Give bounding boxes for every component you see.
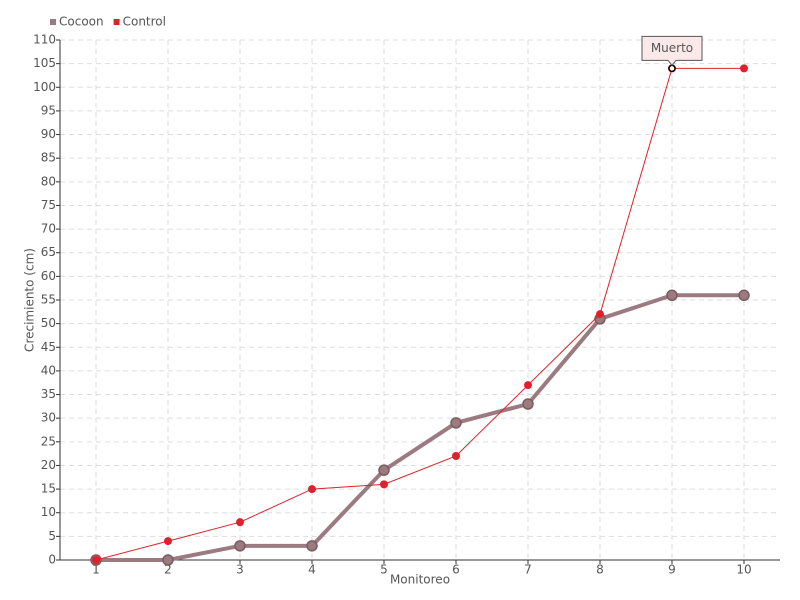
y-tick-label: 45 xyxy=(41,340,56,354)
data-point xyxy=(522,398,534,410)
x-tick-label: 8 xyxy=(596,563,604,577)
y-tick-label: 100 xyxy=(33,80,56,94)
series-line xyxy=(95,67,744,561)
legend-label: Cocoon xyxy=(59,15,104,29)
y-tick-label: 55 xyxy=(41,293,56,307)
data-point xyxy=(738,289,750,302)
x-tick-label: 2 xyxy=(164,563,172,577)
legend-swatch xyxy=(50,19,56,25)
y-tick-label: 110 xyxy=(33,33,56,47)
x-tick-label: 10 xyxy=(736,563,751,577)
data-point xyxy=(308,485,316,494)
series-line xyxy=(96,293,744,562)
data-point xyxy=(450,417,462,429)
data-point xyxy=(162,554,174,566)
y-tick-label: 70 xyxy=(41,222,56,236)
y-tick-label: 25 xyxy=(41,434,56,448)
data-point xyxy=(164,537,172,546)
data-point xyxy=(740,64,748,73)
data-point xyxy=(378,464,390,476)
x-tick-label: 7 xyxy=(524,563,532,577)
annotation-text: Muerto xyxy=(651,41,693,55)
y-tick-label: 65 xyxy=(41,245,56,259)
x-tick-label: 6 xyxy=(452,563,460,577)
data-point xyxy=(596,310,604,319)
y-tick-label: 10 xyxy=(41,505,56,519)
data-point xyxy=(236,518,244,527)
y-tick-label: 0 xyxy=(48,553,56,567)
y-tick-label: 15 xyxy=(41,482,56,496)
data-point xyxy=(524,381,532,390)
y-tick-label: 35 xyxy=(41,387,56,401)
data-point xyxy=(92,556,100,564)
y-tick-label: 50 xyxy=(41,316,56,330)
x-tick-label: 3 xyxy=(236,563,244,577)
annotation-point xyxy=(668,64,676,73)
x-tick-label: 4 xyxy=(308,563,316,577)
legend-swatch xyxy=(113,19,120,25)
y-tick-label: 85 xyxy=(41,151,56,165)
x-tick-label: 1 xyxy=(92,563,100,577)
y-axis-label: Crecimiento (cm) xyxy=(23,248,37,352)
legend-label: Control xyxy=(123,15,166,29)
y-tick-label: 30 xyxy=(41,411,56,425)
y-tick-label: 75 xyxy=(41,198,56,212)
y-tick-label: 105 xyxy=(33,56,56,70)
data-point xyxy=(666,289,678,302)
y-tick-label: 95 xyxy=(41,103,56,117)
y-tick-label: 90 xyxy=(41,127,56,141)
data-point xyxy=(452,452,460,460)
y-tick-label: 20 xyxy=(41,458,56,472)
data-point xyxy=(234,540,246,552)
x-tick-label: 5 xyxy=(380,563,388,577)
y-tick-label: 60 xyxy=(41,269,56,283)
x-axis-label: Monitoreo xyxy=(390,573,450,587)
annotation-box xyxy=(641,35,703,67)
data-point xyxy=(306,540,318,552)
y-tick-label: 80 xyxy=(41,174,56,188)
x-tick-label: 9 xyxy=(668,563,676,577)
data-point xyxy=(380,480,388,489)
y-tick-label: 40 xyxy=(41,363,56,377)
y-tick-label: 5 xyxy=(48,529,56,543)
